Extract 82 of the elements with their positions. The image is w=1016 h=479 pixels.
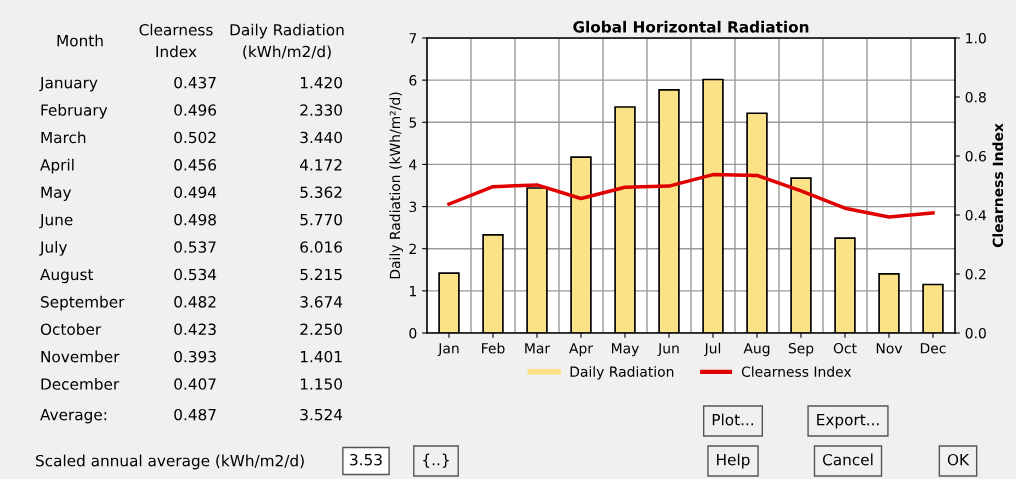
x-tick-label: Aug bbox=[743, 343, 770, 357]
text: January bbox=[39, 77, 98, 92]
x-tick-label: Jan bbox=[437, 343, 459, 357]
text: 3.440 bbox=[300, 131, 342, 144]
text: October bbox=[40, 323, 102, 336]
text: 0.393 bbox=[174, 350, 216, 363]
chart-title: Global Horizontal Radiation bbox=[573, 20, 809, 33]
x-tick-label: Nov bbox=[876, 343, 903, 354]
text: February bbox=[41, 104, 108, 119]
text: 0.437 bbox=[174, 76, 216, 89]
text: 0.494 bbox=[174, 186, 217, 199]
y2-tick-label: 0.4 bbox=[965, 209, 987, 221]
text: 2.250 bbox=[300, 323, 342, 336]
y-tick-label: 3 bbox=[409, 201, 417, 213]
text: 1.150 bbox=[300, 378, 342, 390]
text: 1.401 bbox=[300, 350, 342, 363]
text: December bbox=[41, 378, 120, 390]
text: 6.016 bbox=[300, 241, 343, 253]
text: 5.215 bbox=[300, 268, 342, 281]
text: November bbox=[41, 350, 120, 363]
y-axis-title: Daily Radiation (kWh/m²/d) bbox=[389, 92, 403, 279]
text: 0.482 bbox=[174, 296, 216, 308]
x-tick-label: Sep bbox=[788, 342, 814, 357]
x-tick-label: May bbox=[612, 343, 639, 357]
y-tick-label: 4 bbox=[409, 159, 417, 170]
y2-tick-label: 0.8 bbox=[965, 91, 986, 103]
y2-tick-label: 0.0 bbox=[965, 327, 986, 339]
y2-tick-label: 1.0 bbox=[966, 32, 986, 44]
y-tick-label: 5 bbox=[409, 117, 417, 128]
text: 0.407 bbox=[174, 378, 216, 390]
text: 1.420 bbox=[300, 76, 342, 89]
text: 4.172 bbox=[300, 159, 342, 171]
text: OK bbox=[947, 453, 970, 466]
text: August bbox=[40, 268, 94, 284]
legend-label: Clearness Index bbox=[741, 366, 852, 377]
text: 0.423 bbox=[174, 323, 216, 336]
text: 0.502 bbox=[174, 131, 216, 144]
text: June bbox=[39, 214, 73, 229]
text: May bbox=[41, 186, 72, 201]
y-tick-label: 1 bbox=[409, 286, 416, 297]
text: Help bbox=[717, 453, 750, 469]
text: 5.770 bbox=[300, 213, 342, 226]
x-tick-label: Oct bbox=[833, 342, 857, 354]
text: 0.537 bbox=[174, 241, 216, 253]
text: April bbox=[40, 158, 74, 174]
x-tick-label: Dec bbox=[920, 343, 946, 354]
x-tick-label: Mar bbox=[525, 343, 551, 354]
text: 3.53 bbox=[350, 453, 382, 466]
text: Daily Radiation (kWh/m2/d) bbox=[230, 23, 344, 60]
text: Clearness Index bbox=[139, 23, 213, 58]
text: 0.456 bbox=[174, 159, 217, 171]
text: 2.330 bbox=[300, 104, 342, 116]
y-tick-label: 2 bbox=[409, 243, 416, 254]
y-tick-label: 6 bbox=[409, 75, 417, 86]
x-tick-label: Jun bbox=[657, 343, 679, 357]
text: July bbox=[39, 241, 68, 256]
text: March bbox=[41, 131, 86, 144]
text: 0.534 bbox=[174, 268, 217, 281]
text: 0.498 bbox=[174, 213, 216, 226]
text: 0.487 bbox=[174, 408, 216, 421]
y2-axis-title: Clearness Index bbox=[992, 123, 1004, 248]
text: {..} bbox=[423, 453, 449, 468]
text: Export... bbox=[817, 414, 879, 429]
line-series bbox=[447, 172, 935, 219]
text: 3.524 bbox=[300, 408, 343, 421]
legend-label: Daily Radiation bbox=[570, 366, 674, 380]
x-tick-label: Apr bbox=[569, 343, 594, 357]
text: Plot... bbox=[712, 413, 754, 426]
text: Cancel bbox=[822, 453, 873, 466]
x-tick-label: Feb bbox=[482, 342, 505, 354]
x-tick-label: Jul bbox=[703, 342, 721, 357]
text: Average: bbox=[40, 409, 107, 424]
y2-tick-label: 0.6 bbox=[965, 150, 986, 162]
text: Month bbox=[57, 34, 103, 47]
text: Scaled annual average (kWh/m2/d) bbox=[36, 454, 304, 470]
text: September bbox=[41, 295, 125, 311]
y-tick-label: 7 bbox=[409, 33, 417, 44]
text: 5.362 bbox=[300, 186, 342, 199]
y-tick-label: 0 bbox=[409, 327, 417, 339]
y2-tick-label: 0.2 bbox=[965, 268, 986, 280]
text: 3.674 bbox=[300, 296, 343, 308]
text: 0.496 bbox=[174, 104, 217, 116]
